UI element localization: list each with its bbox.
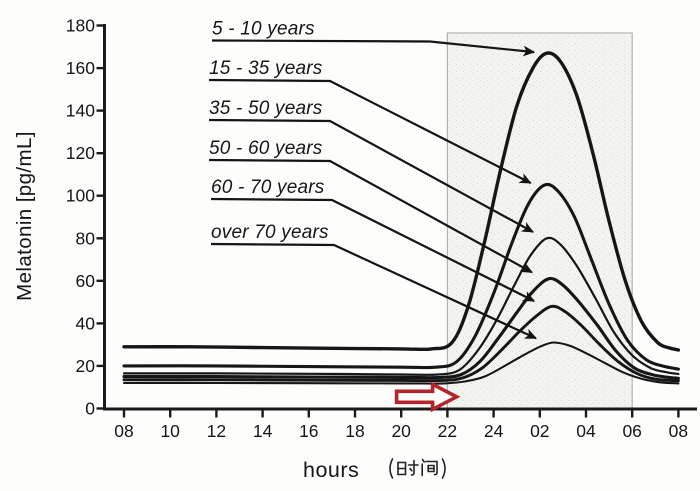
x-tick-label: 08 [114,421,133,441]
cjk-stroke [441,458,446,479]
label-leader-arrows [208,39,537,340]
x-tick-label: 22 [438,421,457,441]
y-tick-label: 20 [76,356,96,376]
red-right-arrow-shape [394,381,461,413]
leader-over-70-years [210,242,537,340]
cjk-stroke [425,460,438,476]
y-tick-label: 160 [66,58,95,78]
leader-5-10-years [211,39,536,57]
y-axis-title: Melatonin [pg/mL] [13,131,36,301]
cjk-stroke [427,464,435,473]
x-tick-label: 16 [299,421,318,441]
curve-15-35-years [122,182,680,371]
x-tick-label: 06 [622,421,641,441]
y-tick-label: 100 [66,186,95,206]
x-tick-label: 14 [253,421,273,441]
cjk-stroke [397,461,407,476]
x-tick-label: 20 [391,421,411,441]
series-label-15-35-years: 15 - 35 years [209,58,323,79]
melatonin-curves [122,51,681,385]
cjk-stroke [409,467,413,472]
leader-35-50-years [208,118,534,233]
x-tick-label: 08 [669,421,688,441]
x-axis-title-cjk [389,458,446,479]
curve-over-70-years [122,341,680,385]
cjk-stroke [410,459,415,476]
age-group-labels: 5 - 10 years 15 - 35 years 35 - 50 years 50… [209,19,329,244]
series-label-50-60-years: 50 - 60 years [209,138,323,159]
x-tick-label: 04 [576,421,596,441]
cjk-stroke [421,458,425,463]
leader-60-70-years [210,197,536,302]
y-tick-label: 80 [76,228,96,248]
x-tick-label: 18 [345,421,364,441]
curve-60-70-years [122,304,680,383]
x-tick-label: 10 [160,421,180,441]
x-tick-label: 02 [530,421,549,441]
cjk-stroke [389,458,394,479]
x-tick-label: 12 [207,421,226,441]
curve-5-10-years [122,51,681,352]
red-onset-arrow-icon [394,381,461,413]
y-tick-label: 60 [76,271,96,291]
series-label-35-50-years: 35 - 50 years [209,98,323,119]
x-tick-label: 24 [484,421,504,441]
y-tick-label: 120 [66,143,95,163]
leader-50-60-years [208,158,533,274]
y-tick-label: 140 [66,101,95,121]
x-axis-title: hours [303,458,359,482]
y-tick-label: 180 [66,16,95,36]
curve-35-50-years [122,236,680,376]
y-tick-label: 0 [85,399,95,419]
series-label-over-70-years: over 70 years [211,222,329,243]
y-tick-label: 40 [76,313,96,333]
leader-15-35-years [208,78,532,184]
series-label-5-10-years: 5 - 10 years [212,19,315,40]
series-label-60-70-years: 60 - 70 years [211,177,325,198]
